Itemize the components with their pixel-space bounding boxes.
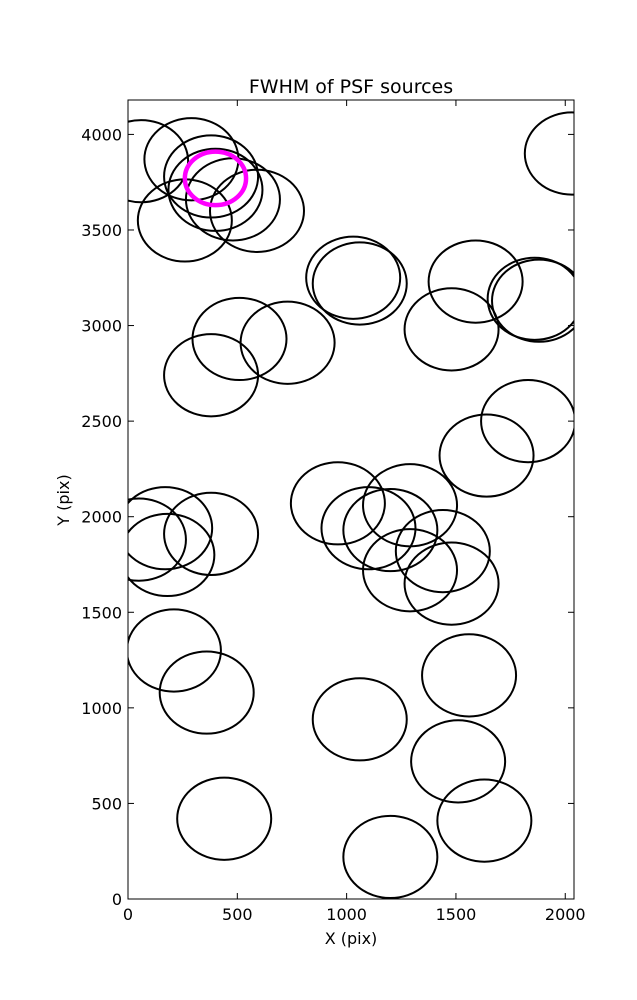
chart-title: FWHM of PSF sources	[249, 76, 453, 98]
highlighted-source-circle	[182, 149, 249, 208]
x-tick-label: 0	[123, 905, 133, 924]
psf-source-circle	[427, 239, 524, 324]
psf-source-circle	[342, 814, 439, 899]
psf-source-circle	[362, 528, 459, 613]
y-tick-label: 4000	[81, 125, 122, 144]
psf-source-circle	[491, 258, 574, 343]
psf-source-circle	[289, 461, 386, 546]
psf-source-circle	[480, 379, 574, 464]
psf-source-circle	[163, 333, 260, 418]
psf-source-circle	[523, 111, 574, 196]
psf-source-circle	[320, 486, 417, 571]
psf-source-circle	[305, 235, 402, 320]
x-tick-label: 500	[222, 905, 253, 924]
y-tick-label: 1000	[81, 699, 122, 718]
x-tick-label: 1500	[436, 905, 477, 924]
y-tick-label: 3000	[81, 317, 122, 336]
psf-source-circle	[239, 300, 336, 385]
y-tick-label: 1500	[81, 603, 122, 622]
psf-source-circle	[176, 776, 273, 861]
y-tick-label: 3500	[81, 221, 122, 240]
psf-source-circle	[394, 509, 491, 594]
plot-marks	[128, 111, 574, 899]
psf-source-circle	[362, 463, 459, 548]
psf-source-circle	[403, 541, 500, 626]
psf-source-circle	[128, 486, 214, 571]
psf-source-circle	[163, 491, 260, 577]
y-tick-label: 0	[112, 890, 122, 909]
psf-source-circle	[421, 633, 518, 718]
psf-source-circle	[438, 413, 535, 498]
psf-source-circle	[128, 608, 222, 693]
psf-source-circle	[403, 287, 500, 372]
y-axis-label: Y (pix)	[54, 474, 73, 526]
psf-source-circle	[410, 719, 507, 804]
y-tick-label: 500	[91, 794, 122, 813]
psf-source-circle	[128, 512, 216, 598]
plot-frame	[127, 99, 575, 900]
psf-source-circle	[128, 497, 187, 582]
x-tick-label: 2000	[545, 905, 586, 924]
psf-source-circle	[436, 778, 533, 863]
psf-source-circle	[342, 487, 439, 573]
psf-source-circle	[311, 677, 408, 762]
psf-source-circle	[128, 119, 190, 204]
psf-source-circle	[208, 168, 305, 253]
psf-source-circle	[191, 296, 288, 382]
x-tick-label: 1000	[326, 905, 367, 924]
psf-source-circle	[158, 650, 255, 735]
psf-source-circle	[311, 241, 408, 326]
x-axis-label: X (pix)	[325, 929, 378, 948]
y-tick-label: 2000	[81, 508, 122, 527]
axis-ticks: 0 500 1000 1500 2000 0 500 1000 1500 2000 2500 3000…	[81, 100, 586, 924]
psf-source-circle	[486, 256, 574, 341]
y-tick-label: 2500	[81, 412, 122, 431]
